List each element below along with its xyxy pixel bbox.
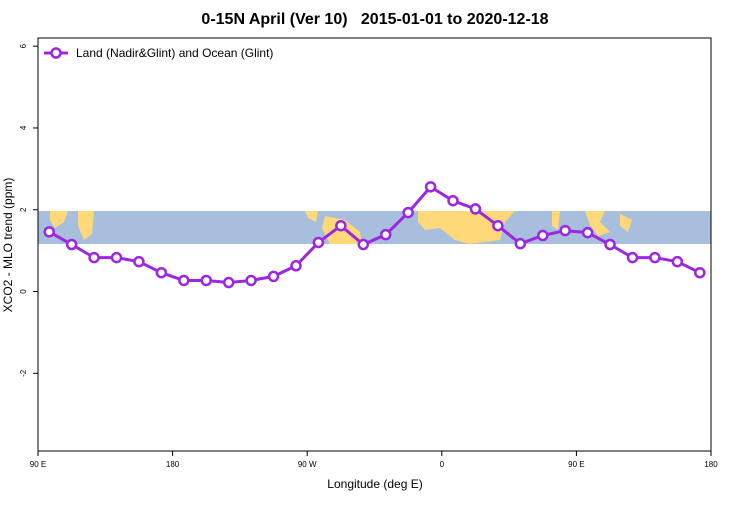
data-point — [694, 266, 706, 279]
data-point — [290, 260, 302, 272]
data-point — [649, 251, 661, 264]
data-point — [447, 194, 459, 207]
y-tick-label: 2 — [19, 207, 28, 212]
legend-marker — [50, 47, 62, 59]
y-tick-label: 6 — [19, 43, 28, 48]
y-tick-label: -2 — [19, 369, 28, 377]
data-point — [559, 224, 571, 237]
y-axis-label: XCO2 - MLO trend (ppm) — [1, 178, 15, 313]
x-tick-label: 90 E — [30, 460, 46, 469]
data-point — [514, 237, 527, 250]
data-point — [178, 274, 190, 287]
x-tick-label: 180 — [166, 460, 180, 469]
data-point — [402, 206, 414, 219]
data-point — [245, 274, 257, 287]
data-point — [155, 266, 168, 279]
x-axis-label: Longitude (deg E) — [327, 477, 422, 491]
data-point — [379, 228, 392, 241]
y-tick-label: 0 — [19, 289, 28, 294]
data-point — [671, 255, 684, 268]
data-point — [469, 203, 482, 215]
data-point — [357, 238, 370, 251]
data-point — [200, 274, 212, 287]
data-point — [110, 251, 123, 264]
x-tick-label: 90 E — [568, 460, 584, 469]
data-point — [43, 226, 55, 238]
plot-frame — [37, 37, 712, 452]
data-point — [267, 270, 280, 283]
x-tick-label: 180 — [704, 460, 718, 469]
data-point — [312, 236, 325, 249]
data-point — [604, 238, 616, 251]
data-point — [88, 251, 100, 264]
x-tick-label: 0 — [440, 460, 445, 469]
data-point — [581, 226, 594, 239]
data-point — [626, 251, 639, 264]
data-point — [65, 238, 78, 251]
data-point — [492, 219, 504, 232]
data-point — [133, 255, 145, 268]
y-tick-label: 4 — [19, 125, 28, 130]
land-shapes — [50, 211, 632, 244]
legend-label: Land (Nadir&Glint) and Ocean (Glint) — [76, 46, 273, 60]
data-point — [222, 276, 235, 289]
data-point — [424, 181, 437, 193]
data-point — [335, 219, 347, 232]
chart-title: 0-15N April (Ver 10) 2015-01-01 to 2020-… — [201, 11, 548, 28]
x-tick-label: 90 W — [298, 460, 317, 469]
data-point — [537, 229, 549, 242]
